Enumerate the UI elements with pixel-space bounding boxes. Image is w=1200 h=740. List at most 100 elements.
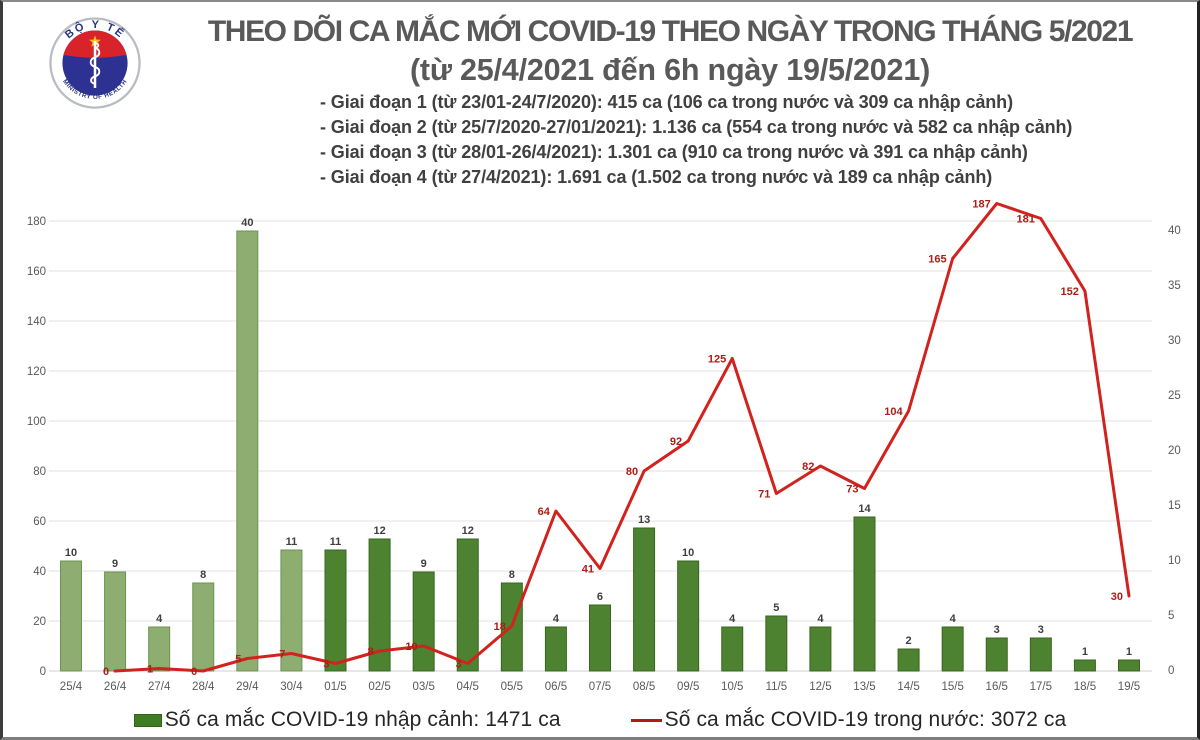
bar-value-label: 9 xyxy=(421,558,427,570)
x-axis-tick-label: 05/5 xyxy=(501,681,523,693)
bar-value-label: 4 xyxy=(553,613,560,625)
left-axis-tick-label: 80 xyxy=(33,466,46,478)
x-axis-tick-label: 08/5 xyxy=(633,681,655,693)
line-value-label: 18 xyxy=(494,621,506,633)
bar-value-label: 3 xyxy=(1038,624,1044,636)
left-axis-tick-label: 20 xyxy=(33,616,46,628)
x-axis-tick-label: 16/5 xyxy=(986,681,1008,693)
x-axis-tick-label: 19/5 xyxy=(1118,681,1140,693)
bar-value-label: 8 xyxy=(509,569,515,581)
x-axis-tick-label: 04/5 xyxy=(457,681,479,693)
bar-value-label: 40 xyxy=(241,217,253,229)
bar xyxy=(456,538,479,672)
bar xyxy=(677,560,700,672)
legend-item-imported-cases: Số ca mắc COVID-19 nhập cảnh: 1471 ca xyxy=(133,708,561,732)
phase-summary-list: - Giai đoạn 1 (từ 23/01-24/7/2020): 415 … xyxy=(320,90,1072,190)
bar-value-label: 12 xyxy=(373,525,385,537)
line-value-label: 152 xyxy=(1061,286,1079,298)
bar xyxy=(192,582,215,672)
line-value-label: 0 xyxy=(191,666,197,678)
right-axis-tick-label: 25 xyxy=(1168,390,1181,402)
bar-value-label: 8 xyxy=(200,569,206,581)
line-value-label: 187 xyxy=(972,199,990,211)
x-axis-tick-label: 11/5 xyxy=(766,681,788,693)
x-axis-tick-label: 02/5 xyxy=(368,681,390,693)
bar-value-label: 5 xyxy=(773,602,779,614)
bar-series-label: Số ca mắc COVID-19 nhập cảnh: 1471 ca xyxy=(164,708,561,731)
left-axis-tick-label: 40 xyxy=(33,566,46,578)
bar-value-label: 11 xyxy=(286,536,298,548)
right-axis-tick-label: 30 xyxy=(1168,335,1181,347)
bar-value-label: 11 xyxy=(330,536,342,548)
x-axis-tick-label: 26/4 xyxy=(104,681,127,693)
line-value-label: 181 xyxy=(1016,214,1034,226)
bar-value-label: 4 xyxy=(950,613,957,625)
bar xyxy=(1117,659,1140,672)
line-value-label: 5 xyxy=(235,654,241,666)
left-axis-tick-label: 60 xyxy=(33,516,46,528)
chart-legend: Số ca mắc COVID-19 nhập cảnh: 1471 ca Số… xyxy=(0,708,1200,732)
x-axis-tick-label: 30/4 xyxy=(280,681,303,693)
phase-1-summary: - Giai đoạn 1 (từ 23/01-24/7/2020): 415 … xyxy=(320,92,1013,112)
left-axis-tick-label: 180 xyxy=(27,216,46,228)
bar-value-label: 1 xyxy=(1126,646,1132,658)
bar-value-label: 10 xyxy=(682,547,694,559)
bar xyxy=(721,626,744,672)
bar-value-label: 4 xyxy=(729,613,736,625)
line-value-label: 92 xyxy=(670,436,682,448)
bar xyxy=(897,648,920,672)
bar xyxy=(941,626,964,672)
x-axis-tick-label: 25/4 xyxy=(60,681,83,693)
phase-4-summary: - Giai đoạn 4 (từ 27/4/2021): 1.691 ca (… xyxy=(320,167,993,187)
x-axis-tick-label: 01/5 xyxy=(324,681,346,693)
left-axis-tick-label: 140 xyxy=(27,316,46,328)
line-value-label: 30 xyxy=(1111,591,1123,603)
line-value-label: 80 xyxy=(626,466,638,478)
right-axis-tick-label: 10 xyxy=(1168,555,1181,567)
x-axis-tick-label: 29/4 xyxy=(236,681,259,693)
bar-value-label: 4 xyxy=(156,613,163,625)
bar xyxy=(765,615,788,672)
bar-value-label: 2 xyxy=(906,635,912,647)
bar xyxy=(1029,637,1052,672)
x-axis-tick-label: 06/5 xyxy=(545,681,567,693)
left-axis-tick-label: 120 xyxy=(27,366,46,378)
bar xyxy=(853,516,876,672)
bar xyxy=(412,571,435,672)
bar xyxy=(1073,659,1096,672)
line-value-label: 8 xyxy=(367,646,373,658)
bar-value-label: 13 xyxy=(638,514,650,526)
x-axis-tick-label: 18/5 xyxy=(1074,681,1096,693)
line-series-label: Số ca mắc COVID-19 trong nước: 3072 ca xyxy=(664,708,1067,731)
x-axis-tick-label: 10/5 xyxy=(721,681,743,693)
bar xyxy=(280,549,303,672)
bar xyxy=(104,571,127,672)
bar xyxy=(544,626,567,672)
x-axis-tick-label: 17/5 xyxy=(1030,681,1052,693)
line-value-label: 3 xyxy=(456,659,462,671)
line-value-label: 82 xyxy=(802,461,814,473)
line-value-label: 41 xyxy=(582,564,594,576)
line-series-swatch xyxy=(630,718,662,722)
legend-item-domestic-cases: Số ca mắc COVID-19 trong nước: 3072 ca xyxy=(630,708,1067,732)
chart-title: THEO DÕI CA MẮC MỚI COVID-19 THEO NGÀY T… xyxy=(207,15,1134,48)
line-value-label: 10 xyxy=(405,641,417,653)
bar xyxy=(588,604,611,672)
line-series xyxy=(113,202,1131,673)
line-value-label: 104 xyxy=(884,406,903,418)
bar-series-swatch xyxy=(133,713,162,727)
bar xyxy=(633,527,656,672)
bar-value-label: 10 xyxy=(65,547,77,559)
bar xyxy=(368,538,391,672)
right-axis-tick-label: 15 xyxy=(1168,500,1181,512)
left-axis-tick-label: 0 xyxy=(40,666,46,678)
line-value-label: 71 xyxy=(758,489,770,501)
x-axis-tick-label: 07/5 xyxy=(589,681,611,693)
bar-value-label: 14 xyxy=(858,503,871,515)
left-axis-tick-label: 100 xyxy=(27,416,46,428)
right-axis-tick-label: 0 xyxy=(1168,665,1174,677)
bar xyxy=(60,560,82,672)
bar xyxy=(809,626,832,672)
bar-value-label: 3 xyxy=(994,624,1000,636)
